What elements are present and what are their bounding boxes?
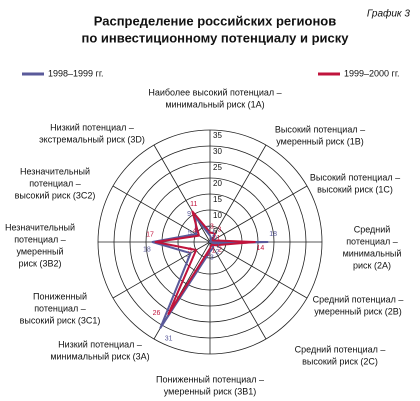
- category-label: потенциал –: [346, 236, 398, 246]
- r-tick-label: 30: [213, 147, 222, 156]
- data-label: 3: [210, 254, 214, 261]
- category-label: Средний: [354, 224, 391, 234]
- r-tick-label: 15: [213, 195, 222, 204]
- legend-label: 1998–1999 гг.: [48, 68, 104, 78]
- data-label: 7: [185, 256, 189, 263]
- spoke: [112, 185, 211, 243]
- category-label: риск (3В2): [19, 258, 62, 268]
- spoke: [209, 185, 308, 243]
- spoke: [209, 144, 267, 243]
- category-label: потенциал –: [29, 178, 81, 188]
- category-label: высокий риск (1С): [317, 184, 393, 194]
- category-label: потенциал –: [14, 234, 66, 244]
- data-label: 2: [207, 227, 211, 234]
- spoke: [112, 241, 211, 299]
- data-label: 0: [213, 235, 217, 242]
- category-label: умеренный: [16, 246, 63, 256]
- data-label: 2: [218, 246, 222, 253]
- data-label: 14: [257, 245, 265, 252]
- data-label: 3: [217, 226, 221, 233]
- category-label: Наиболее высокий потенциал –: [148, 87, 281, 97]
- spoke: [153, 144, 211, 243]
- r-tick-label: 25: [213, 163, 222, 172]
- category-label: минимальный риск (3А): [50, 351, 149, 361]
- category-label: Низкий потенциал –: [58, 339, 142, 349]
- spoke: [209, 241, 267, 340]
- category-label: умеренный риск (1В): [276, 136, 364, 146]
- category-label: минимальный: [343, 248, 402, 258]
- category-label: Незначительный: [5, 222, 75, 232]
- data-label: 2: [215, 249, 219, 256]
- series-line: [151, 216, 269, 329]
- corner-note: График 3: [367, 8, 411, 20]
- data-label: 2: [207, 251, 211, 258]
- category-label: высокий риск (2С): [302, 356, 378, 366]
- category-label: умеренный риск (3В1): [164, 386, 257, 396]
- r-tick-label: 35: [213, 131, 222, 140]
- data-label: 18: [269, 231, 277, 238]
- category-label: Средний потенциал –: [313, 294, 404, 304]
- series-line: [154, 210, 256, 316]
- data-label: 17: [146, 232, 154, 239]
- legend-label: 1999–2000 гг.: [344, 68, 400, 78]
- chart-title: по инвестиционному потенциалу и риску: [82, 30, 350, 45]
- data-label: 31: [165, 336, 173, 343]
- data-label: 26: [153, 310, 161, 317]
- data-label: 1: [217, 242, 221, 249]
- data-label: 18: [143, 246, 151, 253]
- data-label: 1: [217, 235, 221, 242]
- category-label: Высокий потенциал –: [275, 124, 365, 134]
- chart-title: Распределение российских регионов: [94, 13, 337, 28]
- category-label: высокий риск (3С2): [15, 190, 96, 200]
- data-label: 5: [188, 247, 192, 254]
- data-label: 11: [190, 201, 197, 208]
- data-label: 1: [212, 230, 216, 237]
- category-label: минимальный риск (1А): [165, 99, 264, 109]
- data-label: 3: [210, 223, 214, 230]
- data-label: 4: [193, 228, 197, 235]
- category-label: Средний потенциал –: [295, 344, 386, 354]
- category-label: Пониженный потенциал –: [156, 374, 264, 384]
- category-label: высокий риск (3С1): [20, 315, 101, 325]
- r-tick-label: 5: [213, 227, 218, 236]
- category-label: умеренный риск (2В): [314, 306, 402, 316]
- data-label: 5: [188, 230, 192, 237]
- category-label: потенциал –: [34, 303, 86, 313]
- category-label: Незначительный: [20, 166, 90, 176]
- spoke: [209, 241, 308, 299]
- category-label: риск (2А): [353, 260, 391, 270]
- category-label: Низкий потенциал –: [50, 122, 134, 132]
- r-tick-label: 20: [213, 179, 222, 188]
- data-label: 9: [187, 211, 191, 218]
- data-label: 1: [212, 247, 216, 254]
- category-label: Пониженный: [33, 291, 87, 301]
- r-tick-label: 10: [213, 211, 222, 220]
- category-label: Высокий потенциал –: [310, 172, 400, 182]
- category-label: экстремальный риск (3D): [39, 134, 145, 144]
